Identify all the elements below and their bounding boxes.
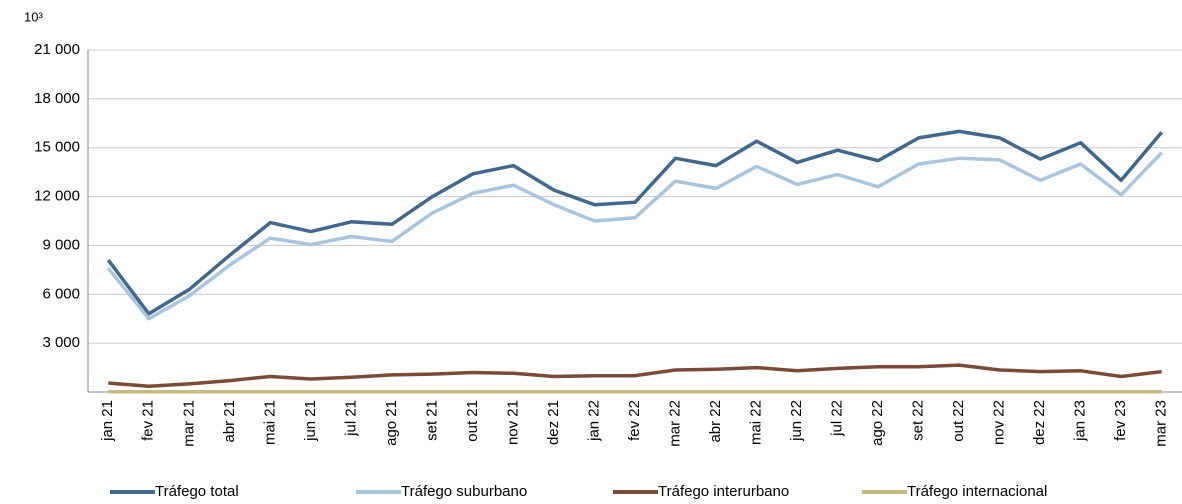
y-tick-label: 9 000	[42, 236, 80, 253]
y-tick-label: 12 000	[34, 188, 80, 205]
x-tick-label: jul 21	[342, 400, 359, 437]
x-tick-label: mar 21	[180, 400, 197, 447]
x-tick-label: set 21	[423, 400, 440, 441]
y-tick-label: 3 000	[42, 334, 80, 351]
x-tick-label: fev 23	[1112, 400, 1129, 441]
legend-label: Tráfego internacional	[907, 483, 1047, 500]
x-tick-label: jan 21	[99, 400, 116, 442]
legend-label: Tráfego total	[155, 483, 239, 500]
series-line	[106, 151, 1163, 321]
y-tick-label: 6 000	[42, 285, 80, 302]
y-tick-label: 21 000	[34, 41, 80, 58]
x-tick-label: jan 22	[585, 400, 602, 442]
x-tick-label: dez 21	[545, 400, 562, 445]
x-tick-label: jul 22	[829, 400, 846, 437]
series-line	[106, 129, 1164, 316]
x-tick-label: out 21	[464, 400, 481, 442]
x-tick-label: fev 21	[140, 400, 157, 441]
series-line	[108, 363, 1162, 389]
x-tick-label: out 22	[950, 400, 967, 442]
x-tick-label: ago 21	[383, 400, 400, 446]
x-tick-label: jun 21	[302, 400, 319, 442]
y-tick-label: 15 000	[34, 139, 80, 156]
legend-label: Tráfego suburbano	[401, 483, 527, 500]
x-tick-label: nov 21	[504, 400, 521, 445]
x-tick-label: mai 22	[748, 400, 765, 445]
x-tick-label: nov 22	[991, 400, 1008, 445]
x-tick-label: mar 22	[666, 400, 683, 447]
x-tick-label: jun 22	[788, 400, 805, 442]
x-tick-label: dez 22	[1031, 400, 1048, 445]
x-tick-label: abr 21	[221, 400, 238, 443]
legend-label: Tráfego interurbano	[658, 483, 789, 500]
y-tick-label: 18 000	[34, 90, 80, 107]
y-unit: 10³	[24, 9, 43, 24]
x-tick-label: mai 21	[261, 400, 278, 445]
x-tick-label: mar 23	[1153, 400, 1170, 447]
x-tick-label: set 22	[910, 400, 927, 441]
x-tick-label: ago 22	[869, 400, 886, 446]
x-tick-label: jan 23	[1072, 400, 1089, 442]
x-tick-label: abr 22	[707, 400, 724, 443]
x-tick-label: fev 22	[626, 400, 643, 441]
